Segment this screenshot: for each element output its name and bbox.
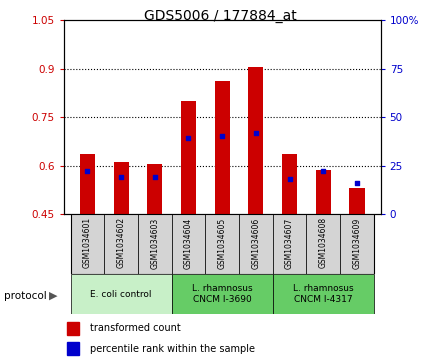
Text: GSM1034607: GSM1034607: [285, 217, 294, 269]
Bar: [138, 214, 172, 274]
Text: L. rhamnosus
CNCM I-4317: L. rhamnosus CNCM I-4317: [293, 284, 354, 304]
Bar: [114, 162, 128, 214]
Text: ▶: ▶: [49, 291, 58, 301]
Text: GSM1034603: GSM1034603: [150, 217, 159, 269]
Bar: [104, 214, 138, 274]
Bar: [215, 81, 230, 214]
Bar: [248, 67, 264, 214]
Bar: [239, 214, 273, 274]
Bar: [70, 274, 172, 314]
Point: [117, 174, 125, 180]
Bar: [181, 101, 196, 214]
Text: percentile rank within the sample: percentile rank within the sample: [91, 343, 256, 354]
Text: L. rhamnosus
CNCM I-3690: L. rhamnosus CNCM I-3690: [192, 284, 253, 304]
Text: GSM1034601: GSM1034601: [83, 217, 92, 269]
Bar: [80, 154, 95, 214]
Text: GSM1034605: GSM1034605: [218, 217, 227, 269]
Text: GSM1034609: GSM1034609: [352, 217, 362, 269]
Point: [84, 168, 91, 174]
Bar: [147, 164, 162, 214]
Point: [185, 135, 192, 141]
Point: [219, 134, 226, 139]
Point: [253, 130, 260, 135]
Bar: [205, 214, 239, 274]
Bar: [282, 154, 297, 214]
Text: GSM1034608: GSM1034608: [319, 217, 328, 269]
Bar: [306, 214, 340, 274]
Text: E. coli control: E. coli control: [90, 290, 152, 298]
Text: protocol: protocol: [4, 291, 47, 301]
Text: GSM1034604: GSM1034604: [184, 217, 193, 269]
Bar: [67, 342, 79, 355]
Point: [353, 180, 360, 186]
Text: GDS5006 / 177884_at: GDS5006 / 177884_at: [143, 9, 297, 23]
Point: [286, 176, 293, 182]
Text: GSM1034606: GSM1034606: [251, 217, 260, 269]
Bar: [70, 214, 104, 274]
Bar: [172, 274, 273, 314]
Bar: [273, 274, 374, 314]
Bar: [349, 188, 365, 214]
Bar: [340, 214, 374, 274]
Point: [151, 174, 158, 180]
Bar: [67, 322, 79, 335]
Bar: [273, 214, 306, 274]
Bar: [172, 214, 205, 274]
Point: [320, 168, 327, 174]
Text: GSM1034602: GSM1034602: [117, 217, 125, 269]
Text: transformed count: transformed count: [91, 323, 181, 334]
Bar: [316, 171, 331, 214]
